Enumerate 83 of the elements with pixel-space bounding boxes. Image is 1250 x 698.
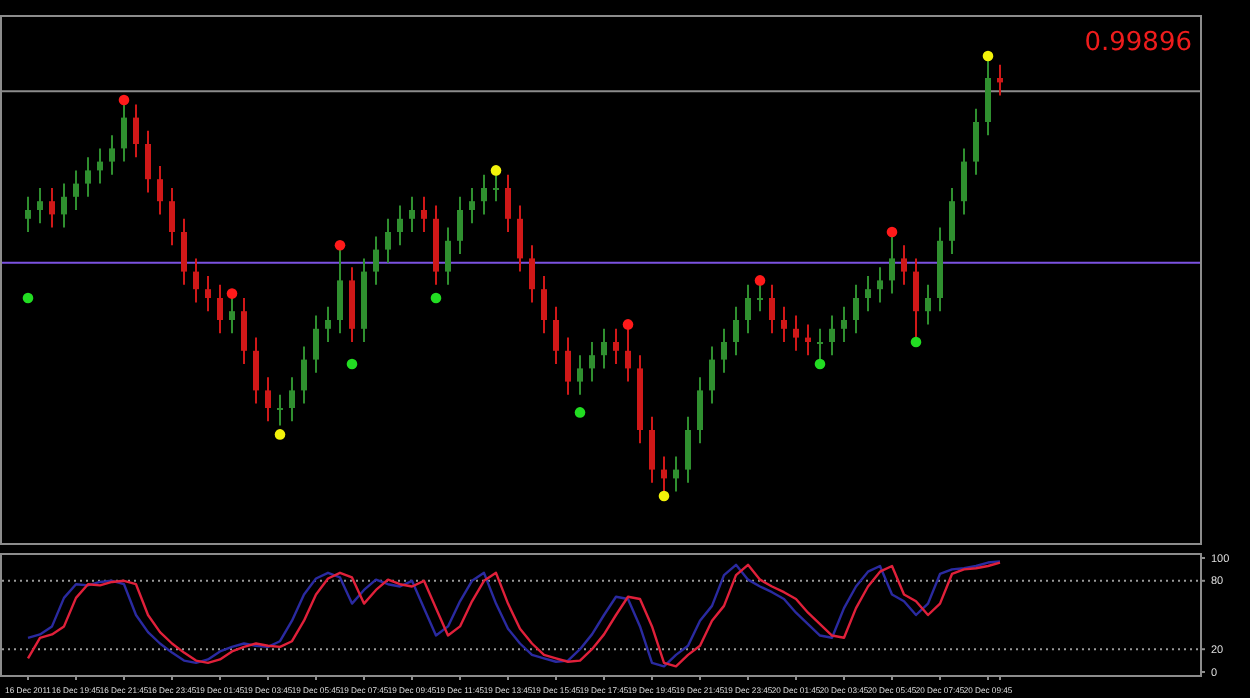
candlestick <box>601 327 607 370</box>
candlestick <box>205 275 211 313</box>
candlestick <box>193 257 199 304</box>
candlestick <box>733 305 739 357</box>
candlestick <box>517 204 523 273</box>
candlestick <box>25 195 31 233</box>
point <box>754 275 766 286</box>
candlestick <box>589 341 595 383</box>
candlestick <box>697 376 703 445</box>
point <box>22 292 34 304</box>
candlestick <box>973 107 979 176</box>
candlestick <box>649 415 655 484</box>
candlestick <box>901 244 907 286</box>
candlestick <box>925 283 931 326</box>
candlestick <box>553 305 559 365</box>
candlestick <box>49 187 55 229</box>
candlestick <box>565 336 571 396</box>
candlestick <box>949 187 955 255</box>
point <box>622 319 634 330</box>
point <box>910 336 922 348</box>
candlestick <box>37 187 43 225</box>
candlestick <box>373 235 379 286</box>
text: 0.99896 <box>1084 28 1192 58</box>
candlestick <box>385 217 391 264</box>
candlestick <box>541 275 547 335</box>
candlestick <box>469 187 475 225</box>
point <box>982 50 994 62</box>
candlestick <box>109 134 115 176</box>
candlestick <box>529 244 535 304</box>
candlestick <box>745 283 751 335</box>
candlestick <box>85 156 91 198</box>
candlestick <box>61 182 67 229</box>
point <box>490 165 502 176</box>
candlestick <box>265 376 271 423</box>
candlestick <box>445 226 451 286</box>
candlestick <box>841 305 847 343</box>
candlestick <box>613 327 619 365</box>
candlestick <box>769 283 775 335</box>
candlestick <box>289 376 295 423</box>
candlestick <box>133 103 139 159</box>
candlestick <box>97 147 103 185</box>
candlestick <box>169 187 175 247</box>
candlestick <box>181 217 187 286</box>
candlestick <box>73 169 79 211</box>
point <box>658 490 670 502</box>
candlestick <box>685 415 691 484</box>
candlestick <box>313 314 319 374</box>
point <box>274 429 286 440</box>
candlestick <box>277 393 283 427</box>
candlestick <box>301 345 307 405</box>
candlestick <box>865 275 871 313</box>
point <box>346 358 358 370</box>
point <box>334 239 346 251</box>
candlestick <box>157 165 163 216</box>
candlestick <box>721 327 727 374</box>
point <box>886 226 898 238</box>
candlestick <box>481 173 487 216</box>
candlestick <box>217 283 223 335</box>
candlestick <box>853 283 859 335</box>
candlestick <box>805 323 811 357</box>
candlestick <box>505 173 511 233</box>
candlestick <box>397 204 403 247</box>
candlestick <box>781 305 787 343</box>
candlestick <box>241 297 247 365</box>
candlestick <box>829 314 835 357</box>
candlestick <box>577 354 583 396</box>
candlestick <box>145 129 151 194</box>
point <box>226 288 238 299</box>
candlestick <box>325 305 331 343</box>
candlestick <box>877 266 883 304</box>
candlestick <box>709 345 715 405</box>
point <box>430 292 442 304</box>
point <box>118 94 130 106</box>
candlestick <box>673 455 679 493</box>
candlestick <box>409 195 415 233</box>
point <box>814 358 826 370</box>
candlestick <box>997 63 1003 97</box>
candlestick <box>793 314 799 352</box>
candlestick <box>457 195 463 255</box>
point <box>574 407 586 418</box>
candlestick <box>421 195 427 233</box>
candlestick <box>961 147 967 216</box>
candlestick <box>253 336 259 405</box>
